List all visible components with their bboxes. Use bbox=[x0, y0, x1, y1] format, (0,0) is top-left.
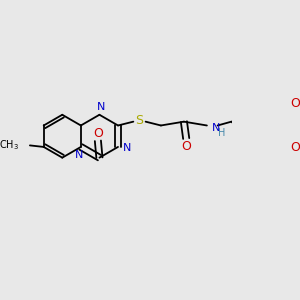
Text: CH$_3$: CH$_3$ bbox=[0, 139, 19, 152]
Text: N: N bbox=[97, 102, 105, 112]
Text: S: S bbox=[136, 114, 143, 127]
Text: H: H bbox=[218, 128, 225, 138]
Text: O: O bbox=[181, 140, 191, 153]
Text: N: N bbox=[123, 143, 131, 154]
Text: N: N bbox=[212, 123, 220, 133]
Text: O: O bbox=[291, 141, 300, 154]
Text: N: N bbox=[75, 150, 83, 160]
Text: O: O bbox=[291, 97, 300, 110]
Text: O: O bbox=[93, 127, 103, 140]
